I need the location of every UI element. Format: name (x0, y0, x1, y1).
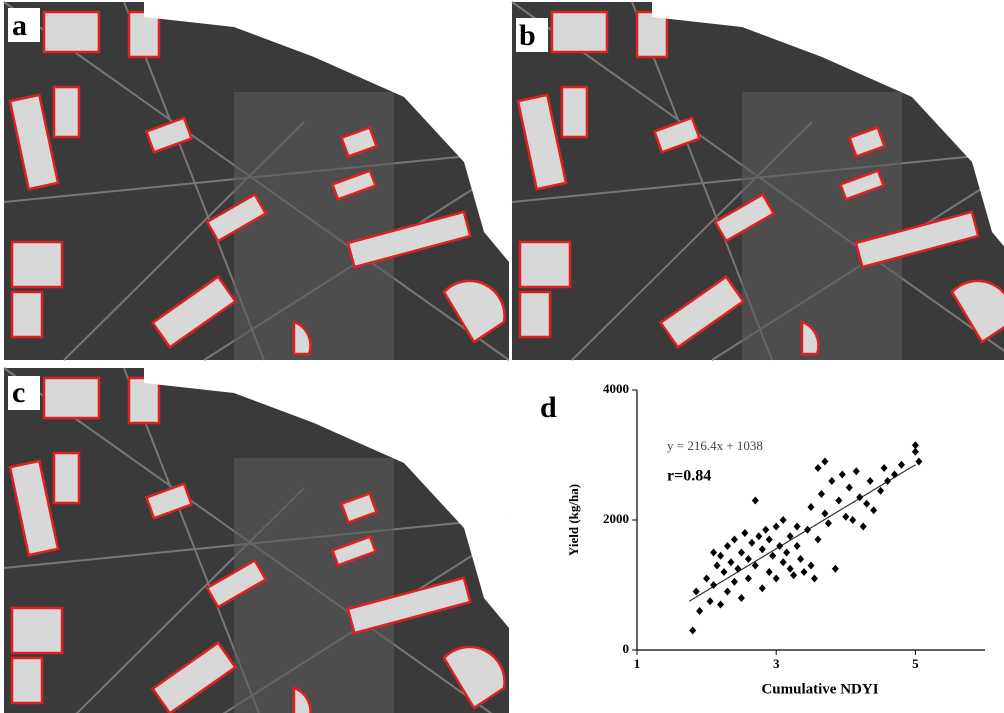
point (780, 516, 787, 524)
point (828, 477, 835, 485)
x-tick-label: 1 (634, 656, 641, 671)
point (696, 607, 703, 615)
point (738, 594, 745, 602)
point (707, 597, 714, 605)
panel-label: c (12, 376, 25, 409)
point (797, 555, 804, 563)
point (884, 477, 891, 485)
point (912, 448, 919, 456)
point (717, 601, 724, 609)
point (853, 467, 860, 475)
point (849, 516, 856, 524)
point (731, 536, 738, 544)
point (727, 558, 734, 566)
x-axis-label: Cumulative NDYI (761, 681, 878, 697)
equation: y = 216.4x + 1038 (667, 438, 763, 453)
point (766, 568, 773, 576)
point (804, 526, 811, 534)
scatter-chart: d Cumulative NDYI Yield (kg/ha) y = 216.… (540, 381, 985, 697)
point (863, 500, 870, 508)
point (814, 464, 821, 472)
point (752, 497, 759, 505)
correlation: r=0.84 (667, 468, 711, 485)
point (724, 588, 731, 596)
point (839, 471, 846, 479)
point (860, 523, 867, 531)
figure-canvas: a b c d Cumulative NDYI Yield (kg/ha) y … (0, 0, 1004, 713)
point (766, 536, 773, 544)
point (870, 506, 877, 514)
point (741, 529, 748, 537)
point (689, 627, 696, 635)
figure: a b c d Cumulative NDYI Yield (kg/ha) y … (0, 0, 1004, 713)
point (724, 542, 731, 550)
point (773, 575, 780, 583)
panel-label: d (540, 391, 557, 424)
point (915, 458, 922, 466)
point (714, 562, 721, 570)
point (790, 571, 797, 579)
point (745, 575, 752, 583)
point (818, 490, 825, 498)
point (780, 558, 787, 566)
point (738, 549, 745, 557)
point (703, 575, 710, 583)
y-axis-label: Yield (kg/ha) (566, 484, 581, 556)
point (762, 526, 769, 534)
point (801, 568, 808, 576)
y-tick-label: 0 (623, 641, 630, 656)
point (891, 471, 898, 479)
point (759, 545, 766, 553)
point (787, 565, 794, 573)
point (832, 565, 839, 573)
x-tick-label: 5 (912, 656, 919, 671)
point (808, 562, 815, 570)
point (745, 555, 752, 563)
point (898, 461, 905, 469)
panel-label: b (519, 19, 536, 52)
y-tick-label: 4000 (603, 381, 629, 396)
point (811, 575, 818, 583)
x-tick-label: 3 (773, 656, 780, 671)
point (710, 549, 717, 557)
trend-line (689, 465, 915, 602)
point (717, 552, 724, 560)
point (877, 487, 884, 495)
point (881, 464, 888, 472)
point (759, 584, 766, 592)
point (731, 578, 738, 586)
point (821, 458, 828, 466)
point (773, 523, 780, 531)
point (721, 568, 728, 576)
point (821, 510, 828, 518)
point (734, 565, 741, 573)
point (755, 532, 762, 540)
point (835, 497, 842, 505)
point (794, 523, 801, 531)
point (783, 549, 790, 557)
y-tick-label: 2000 (603, 511, 629, 526)
point (693, 588, 700, 596)
point (814, 536, 821, 544)
point (794, 542, 801, 550)
panel-label: a (12, 9, 27, 42)
point (846, 484, 853, 492)
point (748, 539, 755, 547)
point (825, 519, 832, 527)
point (842, 513, 849, 521)
point (867, 477, 874, 485)
point (808, 503, 815, 511)
